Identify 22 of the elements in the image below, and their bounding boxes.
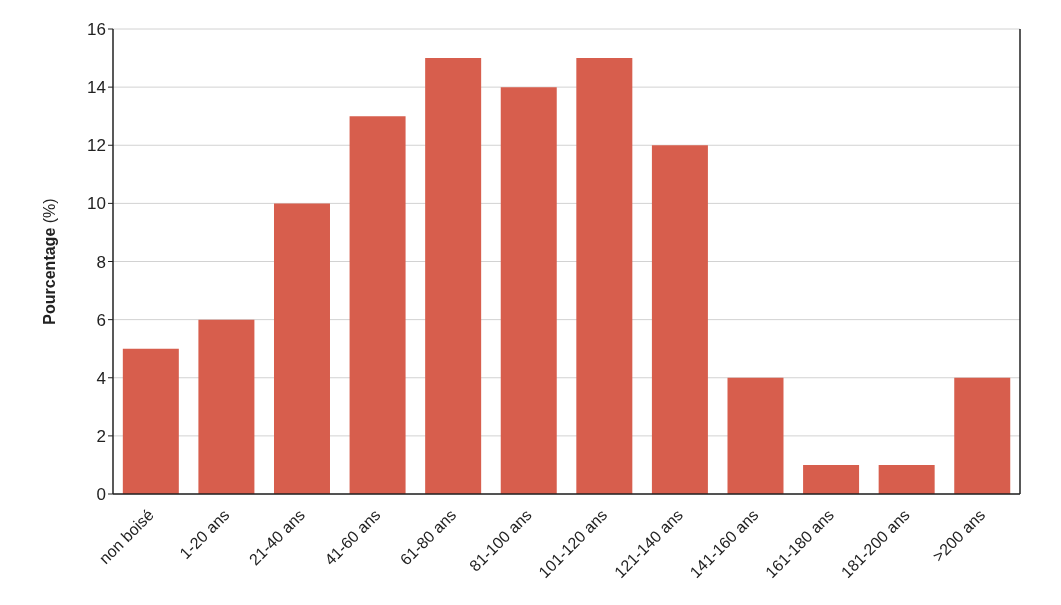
bar <box>803 464 860 494</box>
bar <box>954 377 1011 494</box>
y-tick-label: 12 <box>87 136 106 156</box>
bar <box>198 319 255 494</box>
bar <box>122 348 179 494</box>
y-axis-title: Pourcentage (%) <box>41 198 58 325</box>
y-tick-label: 6 <box>96 310 106 330</box>
y-tick-label: 2 <box>96 426 106 446</box>
y-tick-label: 0 <box>96 485 106 505</box>
bar <box>500 87 557 494</box>
bar <box>349 116 406 494</box>
y-tick-label: 10 <box>87 194 106 214</box>
bar <box>878 464 935 494</box>
bar <box>273 203 330 494</box>
bar <box>727 377 784 494</box>
y-tick-label: 16 <box>87 20 106 40</box>
y-tick-label: 14 <box>87 78 106 98</box>
bar <box>651 145 708 494</box>
y-tick-label: 8 <box>96 252 106 272</box>
bar <box>425 58 482 494</box>
bar <box>576 58 633 494</box>
y-tick-label: 4 <box>96 368 106 388</box>
